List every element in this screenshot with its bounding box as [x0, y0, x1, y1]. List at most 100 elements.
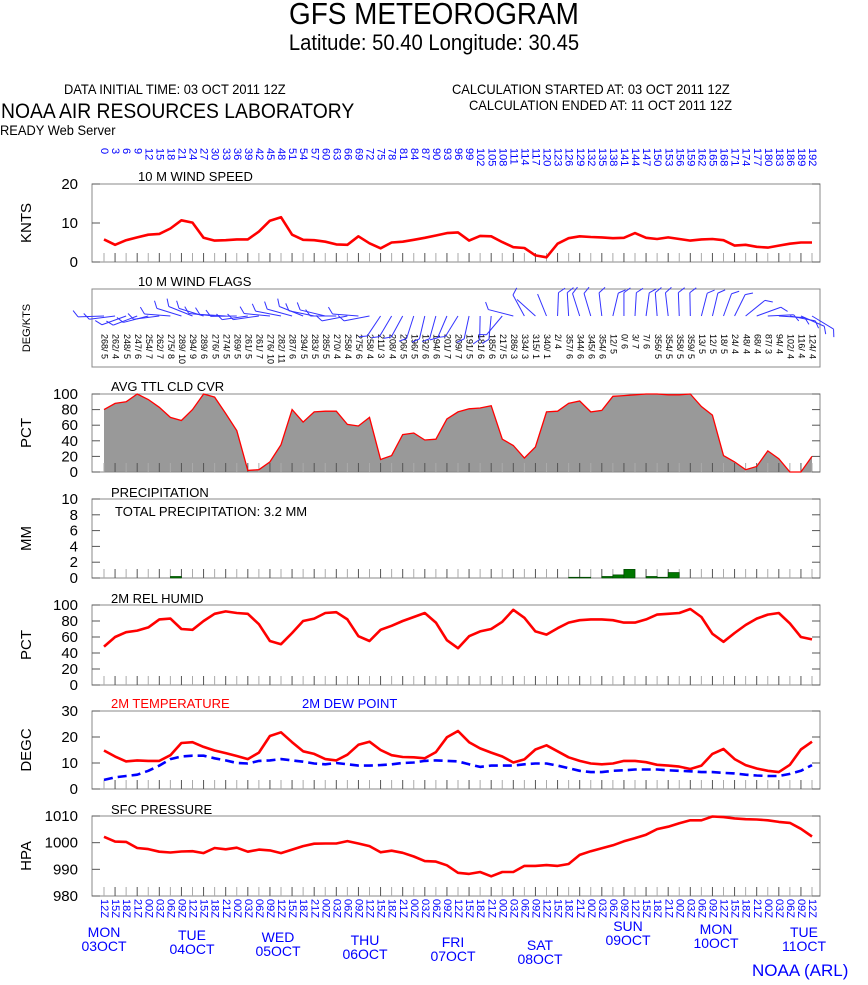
wind-barb-feather	[421, 338, 430, 343]
legend-temperature: 2M TEMPERATURE	[111, 696, 230, 711]
wind-barb	[244, 313, 270, 317]
wind-barb-feather	[572, 286, 578, 294]
wind-flag-label: 248/ 5	[122, 334, 132, 359]
utc-hour-label: 21Z	[751, 899, 763, 918]
wind-barb-feather	[94, 320, 103, 326]
wind-barb-feather	[239, 306, 245, 314]
hour-label: 189	[795, 148, 807, 166]
hour-label: 162	[695, 148, 707, 166]
wind-flag-label: 206/ 5	[398, 334, 408, 359]
hour-label: 180	[762, 148, 774, 166]
hour-label: 147	[640, 148, 652, 166]
utc-hour-label: 09Z	[530, 899, 542, 918]
hour-label: 27	[198, 148, 210, 160]
precip-bar	[667, 572, 680, 579]
wind-barb	[572, 293, 581, 317]
wind-flags-panel: 10 M WIND FLAGS DEG/KTS 268/ 5 262/ 4 248/ 5…	[21, 274, 835, 368]
wind-barb-feather	[472, 338, 480, 345]
plot-frame	[91, 183, 821, 263]
hour-label: 150	[651, 148, 663, 166]
wind-flag-label: 261/ 7	[255, 334, 265, 359]
utc-hour-label: 15Z	[463, 899, 475, 918]
wind-flag-label: 276/ 5	[210, 334, 220, 359]
wind-barb	[156, 307, 182, 317]
utc-hour-label: 03Z	[242, 899, 254, 918]
wind-barb	[168, 306, 193, 317]
hour-label: 156	[673, 148, 685, 166]
hour-label: 81	[397, 148, 409, 160]
hour-label: 174	[740, 148, 752, 166]
utc-hour-label: 03Z	[773, 899, 785, 918]
wind-flag-label: 270/ 4	[332, 334, 342, 359]
y-tick-label: 60	[61, 629, 78, 646]
wind-barb-feather	[429, 337, 438, 341]
hour-label: 36	[231, 148, 243, 160]
hour-label: 39	[242, 148, 254, 160]
plot-frame	[91, 393, 821, 473]
hour-label: 87	[419, 148, 431, 160]
footer-credit: NOAA (ARL)	[752, 961, 849, 980]
utc-hour-label: 21Z	[574, 899, 586, 918]
wind-barb-feather	[598, 287, 606, 294]
utc-hour-label: 00Z	[319, 899, 331, 918]
day-of-week: TUE	[178, 927, 206, 943]
date-label: 03OCT	[81, 938, 127, 954]
hour-label: 102	[474, 148, 486, 166]
panel-title: PRECIPITATION	[111, 485, 209, 500]
utc-hour-label: 06Z	[341, 899, 353, 918]
y-tick-label: 0	[70, 570, 78, 587]
hour-label: 21	[176, 148, 188, 160]
utc-hour-label: 09Z	[176, 899, 188, 918]
wind-barb-feather	[558, 287, 566, 294]
utc-hour-label: 18Z	[563, 899, 575, 918]
wind-flag-label: 340/ 1	[542, 334, 552, 359]
utc-hour-label: 12Z	[718, 899, 730, 918]
utc-hour-label: 18Z	[386, 899, 398, 918]
wind-flag-label: 274/ 5	[221, 334, 231, 359]
wind-flag-label: 194/ 6	[432, 334, 442, 359]
wind-barb-feather	[277, 298, 280, 307]
hour-label: 3	[109, 148, 121, 154]
wind-flag-label: 102/ 4	[786, 334, 796, 359]
y-axis-label: MM	[18, 526, 35, 551]
panel-title: AVG TTL CLD CVR	[111, 379, 224, 394]
wind-barb-feather	[678, 287, 685, 294]
panel-title: 2M REL HUMID	[111, 591, 204, 606]
wind-barb	[583, 293, 592, 317]
utc-hour-label: 03Z	[419, 899, 431, 918]
hour-label: 129	[574, 148, 586, 166]
wind-flag-label: 185/ 6	[487, 334, 497, 359]
date-axis: 12Z 15Z 18Z 21Z 00Z 03Z 06Z 09Z 12Z 15Z 18Z 21Z 00Z 0…	[81, 899, 826, 967]
wind-flag-label: 268/ 5	[100, 334, 110, 359]
hour-label: 105	[485, 148, 497, 166]
wind-flag-label: 275/ 6	[354, 334, 364, 359]
y-axis-label: DEGC	[18, 728, 35, 772]
utc-hour-label: 15Z	[729, 899, 741, 918]
wind-barb-feather	[83, 313, 90, 320]
utc-hour-label: 21Z	[397, 899, 409, 918]
wind-barb	[144, 313, 171, 317]
y-tick-label: 10	[61, 755, 78, 772]
calc-ended: CALCULATION ENDED AT: 11 OCT 2011 12Z	[469, 97, 732, 113]
utc-hour-label: 15Z	[109, 899, 121, 918]
wind-barb-feather	[618, 289, 626, 294]
hour-label: 108	[496, 148, 508, 166]
precip-bar	[612, 574, 625, 579]
hour-label: 177	[751, 148, 763, 166]
data-initial-time: DATA INITIAL TIME: 03 OCT 2011 12Z	[64, 81, 286, 97]
wind-barb-feather	[764, 299, 773, 303]
wind-flag-label: 191/ 5	[465, 334, 475, 359]
hour-label: 48	[275, 148, 287, 160]
utc-hour-label: 18Z	[209, 899, 221, 918]
wind-flag-label: 276/ 10	[266, 334, 276, 364]
wind-flag-label: 87/ 3	[763, 334, 773, 354]
wind-barb	[488, 315, 492, 340]
hour-label: 168	[718, 148, 730, 166]
y-axis-label: KNTS	[18, 203, 35, 243]
wind-flag-label: 201/ 7	[443, 334, 453, 359]
utc-hour-label: 09Z	[353, 899, 365, 918]
y-tick-label: 0	[70, 781, 78, 798]
hour-label: 93	[441, 148, 453, 160]
wind-barb	[557, 292, 559, 317]
